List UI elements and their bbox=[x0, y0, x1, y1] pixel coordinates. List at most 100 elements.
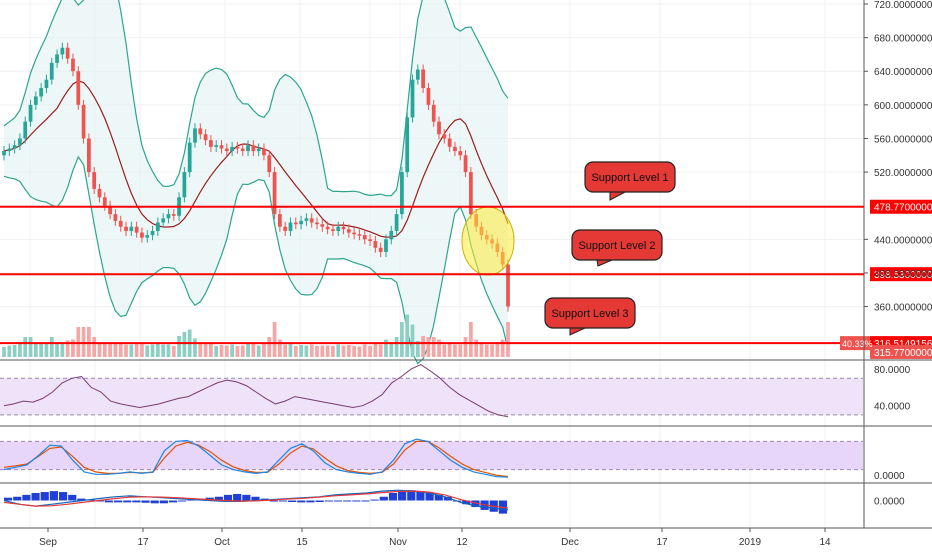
volume-bar bbox=[410, 324, 415, 357]
candle-body bbox=[267, 155, 272, 173]
volume-bar bbox=[65, 340, 70, 357]
candle-body bbox=[304, 218, 309, 221]
macd-histogram-bar bbox=[58, 492, 68, 501]
candle-body bbox=[28, 104, 33, 122]
callout-pointer bbox=[569, 327, 586, 336]
stochastic-d-line bbox=[3, 440, 509, 478]
candle-body bbox=[187, 142, 192, 173]
macd-histogram-bar bbox=[315, 500, 324, 502]
volume-bar bbox=[23, 337, 28, 357]
last-price-tag bbox=[870, 344, 932, 359]
macd-histogram-bar bbox=[379, 496, 388, 501]
volume-bar bbox=[463, 337, 468, 357]
macd-histogram-bar bbox=[141, 500, 150, 503]
macd-histogram-bar bbox=[343, 500, 352, 502]
last-price-label: 315.77000000 bbox=[874, 348, 932, 359]
volume-bar bbox=[18, 343, 22, 357]
candle-body bbox=[325, 226, 330, 230]
candle-body bbox=[166, 214, 171, 219]
x-tick-label: 14 bbox=[819, 537, 831, 548]
callout-label: Support Level 2 bbox=[578, 240, 655, 252]
callout-box bbox=[571, 229, 663, 261]
candle-body bbox=[400, 172, 404, 215]
candle-body bbox=[336, 226, 341, 231]
candle-body bbox=[240, 148, 245, 152]
volume-bar bbox=[256, 345, 261, 357]
volume-bar bbox=[92, 337, 97, 357]
macd-histogram-bar bbox=[471, 500, 480, 508]
macd-histogram-bar bbox=[443, 496, 453, 501]
macd-histogram-bar bbox=[398, 491, 407, 501]
volume-bar bbox=[299, 345, 303, 357]
volume-bar bbox=[336, 344, 341, 357]
macd-histogram-bar bbox=[361, 500, 370, 502]
macd-histogram-bar bbox=[352, 500, 361, 502]
volume-bar bbox=[209, 343, 213, 357]
volume-bar bbox=[458, 344, 463, 357]
macd-histogram-bar bbox=[214, 496, 223, 501]
macd-histogram-bar bbox=[434, 494, 443, 501]
candle-body bbox=[251, 145, 256, 152]
macd-histogram-bar bbox=[168, 500, 178, 503]
volume-bar bbox=[246, 343, 250, 357]
macd-histogram-bar bbox=[425, 493, 434, 501]
y-tick-label: 400.00000000 bbox=[874, 269, 932, 280]
callout-box bbox=[584, 161, 676, 193]
volume-bar bbox=[304, 345, 309, 357]
macd-histogram-bar bbox=[333, 500, 343, 502]
candle-body bbox=[256, 148, 261, 152]
candle-body bbox=[18, 138, 22, 146]
candle-body bbox=[468, 172, 473, 215]
volume-bar bbox=[315, 346, 319, 357]
volume-bar bbox=[134, 343, 139, 357]
stochastic-band bbox=[0, 441, 863, 470]
candle-body bbox=[235, 146, 240, 149]
volume-bar bbox=[490, 344, 494, 357]
macd-histogram-bar bbox=[150, 500, 159, 504]
volume-bar bbox=[39, 342, 44, 357]
volume-bar bbox=[235, 346, 240, 357]
candle-body bbox=[198, 128, 203, 135]
macd-histogram-bar bbox=[95, 500, 104, 502]
candle-body bbox=[71, 58, 75, 72]
candle-body bbox=[97, 188, 102, 198]
volume-bar bbox=[262, 343, 266, 357]
macd-histogram-bar bbox=[159, 500, 168, 504]
volume-bar bbox=[76, 327, 81, 357]
volume-bar bbox=[161, 344, 166, 357]
macd-histogram-bar bbox=[22, 494, 31, 501]
macd-histogram-bar bbox=[288, 500, 297, 502]
rsi-tick-label: 40.0000 bbox=[874, 402, 911, 413]
volume-bar bbox=[283, 344, 288, 357]
x-tick-label: Sep bbox=[39, 537, 57, 548]
candle-body bbox=[129, 226, 134, 231]
volume-bar bbox=[373, 343, 378, 357]
candle-body bbox=[246, 145, 250, 152]
candle-body bbox=[12, 145, 17, 149]
volume-bar bbox=[12, 345, 17, 357]
candle-body bbox=[458, 151, 463, 156]
macd-histogram-bar bbox=[4, 497, 13, 501]
callout-label: Support Level 3 bbox=[551, 308, 628, 320]
volume-bar bbox=[453, 344, 457, 357]
volume-bar bbox=[447, 342, 452, 357]
candle-body bbox=[320, 224, 325, 227]
volume-bar bbox=[219, 345, 224, 357]
volume-bar bbox=[267, 337, 272, 357]
rsi-band bbox=[0, 378, 863, 415]
volume-bar bbox=[193, 338, 197, 357]
candle-body bbox=[426, 88, 431, 105]
volume-bar bbox=[405, 314, 410, 357]
candle-body bbox=[262, 148, 266, 156]
moving-average-line bbox=[3, 80, 509, 238]
macd-histogram-bar bbox=[104, 500, 113, 503]
volume-bar bbox=[97, 342, 102, 357]
candle-body bbox=[76, 71, 81, 105]
candle-body bbox=[463, 155, 468, 173]
volume-bar bbox=[129, 344, 134, 357]
volume-bar bbox=[431, 337, 436, 357]
callout-pointer bbox=[609, 191, 626, 201]
macd-histogram-bar bbox=[132, 500, 141, 503]
x-tick-label: 17 bbox=[137, 537, 149, 548]
candle-body bbox=[182, 172, 187, 198]
